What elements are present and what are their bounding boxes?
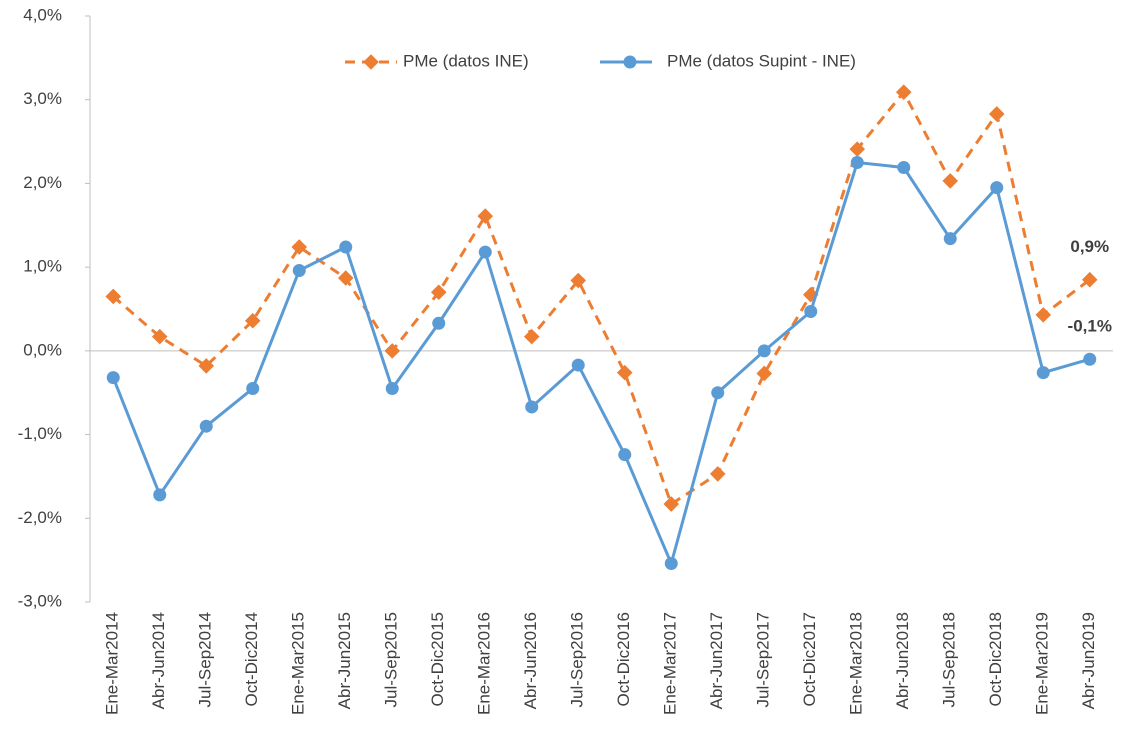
data-point: [571, 358, 585, 372]
data-point: [1083, 352, 1097, 366]
data-point: [337, 270, 354, 286]
data-point: [711, 386, 725, 400]
data-point: [292, 263, 306, 277]
series-line: [112, 89, 1091, 507]
data-point: [478, 245, 492, 259]
x-tick-label: Ene-Mar2016: [475, 612, 494, 715]
data-point: [151, 328, 168, 345]
data-point: [709, 466, 726, 482]
x-tick-label: Ene-Mar2018: [847, 612, 866, 715]
data-point: [757, 344, 771, 358]
x-tick-label: Jul-Sep2014: [196, 612, 215, 707]
y-tick-label: 2,0%: [23, 173, 62, 192]
data-point: [384, 343, 401, 359]
data-point: [618, 448, 632, 462]
data-point: [850, 156, 864, 169]
x-tick-label: Oct-Dic2015: [428, 612, 447, 706]
data-point: [943, 232, 957, 246]
data-point: [199, 419, 213, 433]
data-point: [942, 173, 959, 189]
data-point: [895, 84, 912, 100]
data-point: [897, 161, 911, 175]
data-point: [1081, 271, 1098, 288]
legend-marker: [363, 54, 379, 70]
data-point: [988, 106, 1005, 122]
legend-label: PMe (datos Supint - INE): [667, 51, 856, 70]
series-line: [111, 160, 1091, 569]
y-tick-label: 0,0%: [23, 340, 62, 359]
data-point: [198, 358, 215, 374]
data-label: -0,1%: [1068, 317, 1112, 336]
legend-label: PMe (datos INE): [403, 51, 529, 70]
data-point: [432, 316, 446, 330]
data-point: [663, 496, 680, 512]
data-point: [804, 305, 818, 319]
x-tick-label: Oct-Dic2014: [242, 612, 261, 706]
x-tick-label: Oct-Dic2016: [614, 612, 633, 706]
data-point: [1036, 366, 1050, 380]
data-point: [477, 208, 494, 224]
y-tick-label: -1,0%: [18, 424, 62, 443]
data-point: [664, 556, 678, 570]
legend-marker: [623, 55, 637, 69]
data-point: [756, 365, 773, 382]
x-tick-label: Jul-Sep2015: [382, 612, 401, 707]
y-tick-label: 4,0%: [23, 5, 62, 24]
y-tick-label: -2,0%: [18, 508, 62, 527]
x-tick-label: Oct-Dic2018: [986, 612, 1005, 706]
x-tick-label: Ene-Mar2019: [1033, 612, 1052, 715]
x-tick-label: Abr-Jun2014: [149, 612, 168, 709]
data-point: [523, 328, 540, 345]
x-tick-label: Ene-Mar2014: [103, 612, 122, 715]
data-point: [106, 371, 120, 385]
x-tick-label: Jul-Sep2017: [754, 612, 773, 707]
x-tick-label: Jul-Sep2016: [568, 612, 587, 707]
data-point: [849, 141, 866, 157]
x-tick-label: Abr-Jun2016: [521, 612, 540, 709]
data-point: [1035, 307, 1052, 323]
x-tick-label: Abr-Jun2018: [893, 612, 912, 709]
data-point: [291, 239, 308, 255]
y-tick-label: 1,0%: [23, 257, 62, 276]
data-point: [990, 181, 1004, 195]
data-point: [525, 400, 539, 414]
x-tick-label: Ene-Mar2015: [289, 612, 308, 715]
data-point: [385, 382, 399, 396]
x-tick-label: Ene-Mar2017: [661, 612, 680, 715]
data-point: [153, 488, 167, 502]
x-tick-label: Abr-Jun2019: [1079, 612, 1098, 709]
data-label: 0,9%: [1070, 237, 1109, 256]
x-tick-label: Jul-Sep2018: [940, 612, 959, 707]
x-tick-label: Oct-Dic2017: [800, 612, 819, 706]
data-point: [246, 382, 260, 396]
x-tick-label: Abr-Jun2017: [707, 612, 726, 709]
data-point: [616, 364, 633, 381]
x-tick-label: Abr-Jun2015: [335, 612, 354, 709]
y-tick-label: -3,0%: [18, 591, 62, 610]
y-tick-label: 3,0%: [23, 89, 62, 108]
data-point: [339, 240, 353, 254]
